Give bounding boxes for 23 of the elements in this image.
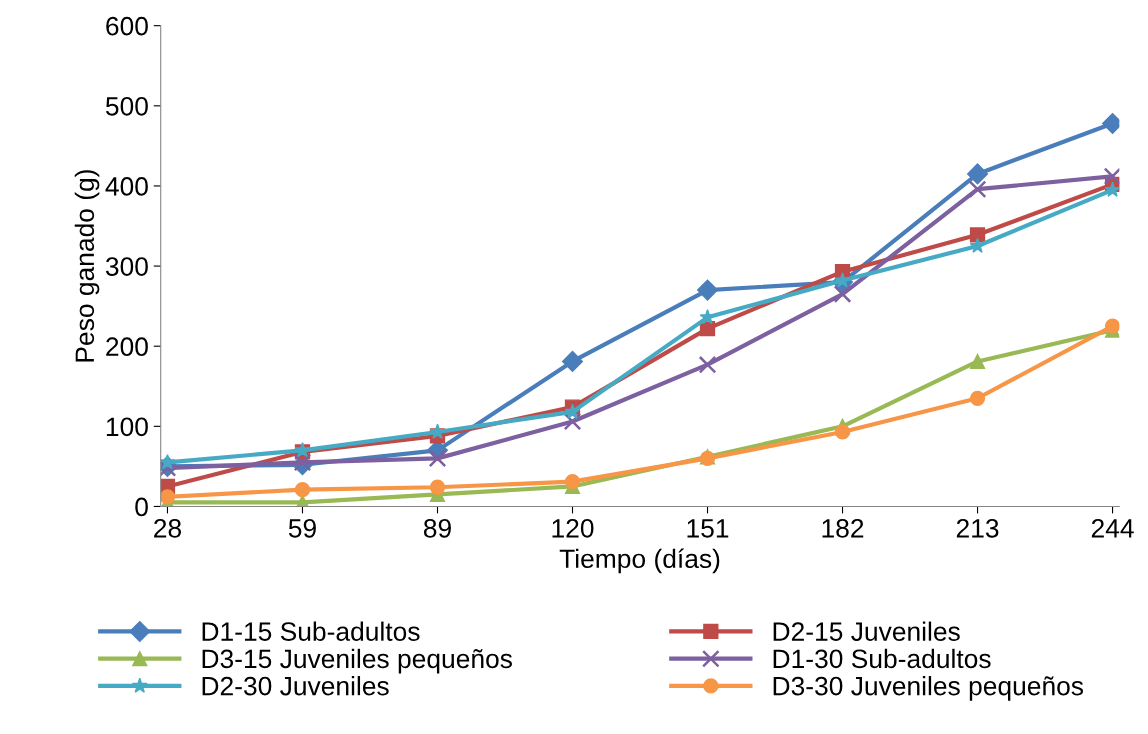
legend-label: D2-15 Juveniles xyxy=(773,621,960,641)
x-tick-label: 89 xyxy=(423,518,451,538)
x-tick-label: 120 xyxy=(552,518,594,538)
legend-label: D3-15 Juveniles pequeños xyxy=(202,648,512,674)
x-tick-label: 151 xyxy=(687,519,729,538)
legend-label: D2-30 Juveniles xyxy=(202,676,389,696)
x-axis-title: Tiempo (días) xyxy=(559,548,720,574)
x-tick-label: 59 xyxy=(288,518,316,538)
legend-label: D3-30 Juveniles pequeños xyxy=(773,676,1084,701)
x-tick-label: 244 xyxy=(1091,518,1134,538)
x-tick-label: 213 xyxy=(956,518,999,538)
y-axis-title: Peso ganado (g) xyxy=(74,170,100,362)
x-tick-label: 182 xyxy=(822,518,864,538)
y-tick-label: 100 xyxy=(106,417,148,437)
y-tick-label: 200 xyxy=(106,337,148,357)
y-tick-label: 600 xyxy=(106,16,148,36)
legend-label: D1-30 Sub-adultos xyxy=(773,648,991,669)
y-tick-label: 0 xyxy=(135,497,148,517)
legend-label: D1-15 Sub-adultos xyxy=(202,621,420,641)
y-tick-label: 300 xyxy=(105,257,148,276)
y-tick-label: 400 xyxy=(105,177,148,196)
x-tick-label: 28 xyxy=(154,518,181,538)
y-tick-label: 500 xyxy=(105,96,148,116)
